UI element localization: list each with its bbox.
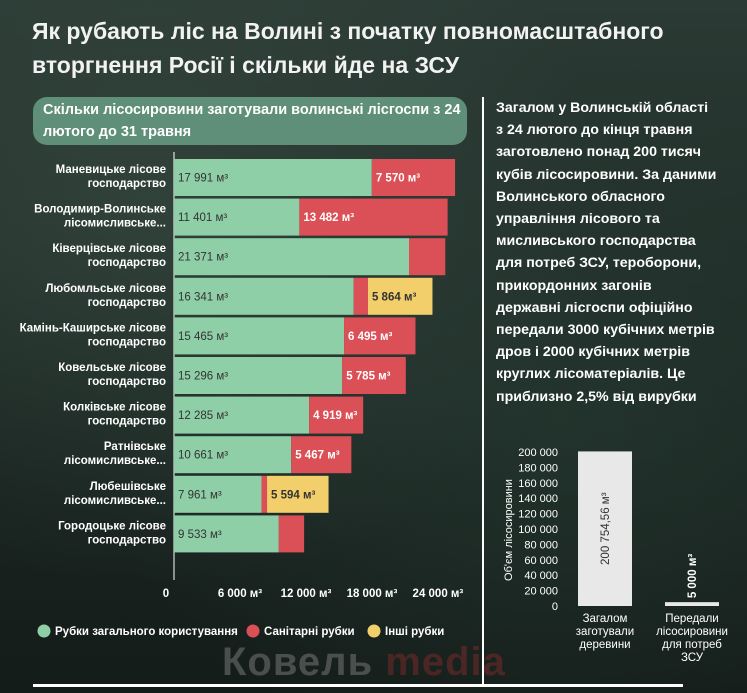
watermark-part-2: media	[385, 640, 506, 684]
watermark-logo: Ковель media	[222, 640, 506, 685]
watermark-part-1: Ковель	[222, 640, 386, 684]
vertical-separator	[482, 97, 484, 685]
chart-subtitle: Скільки лісосировини заготували волинськ…	[43, 102, 461, 140]
bottom-separator	[33, 684, 683, 687]
page-title: Як рубають ліс на Волині з початку повно…	[32, 18, 664, 78]
summary-text: Загалом у Волинській області з 24 лютого…	[496, 100, 717, 405]
subtitle-box	[33, 97, 467, 145]
